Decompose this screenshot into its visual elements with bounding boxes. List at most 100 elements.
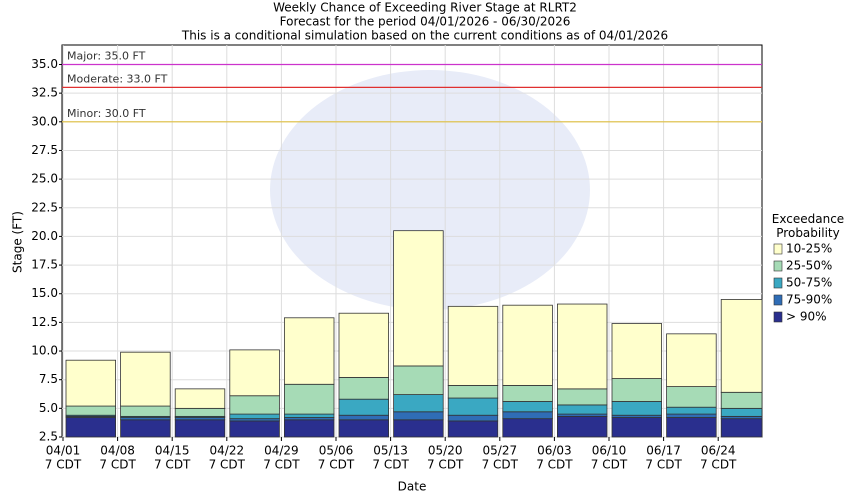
bar-segment (393, 411, 444, 421)
x-tick-sublabel: 7 CDT (318, 458, 355, 472)
bar-segment (393, 230, 444, 367)
bar-segment (666, 386, 717, 408)
bar-segment (229, 413, 280, 420)
x-tick-sublabel: 7 CDT (99, 458, 136, 472)
bar-segment (120, 351, 171, 407)
x-tick-label: 04/01 (46, 444, 81, 458)
bar-segment (393, 419, 444, 438)
chart-subtitle: Forecast for the period 04/01/2026 - 06/… (280, 15, 571, 29)
bar-segment (338, 312, 389, 378)
legend-label: > 90% (786, 310, 827, 324)
x-tick-sublabel: 7 CDT (263, 458, 300, 472)
x-tick-sublabel: 7 CDT (209, 458, 246, 472)
bar-segment (338, 414, 389, 421)
chart-note: This is a conditional simulation based o… (181, 29, 668, 43)
bar-segment (720, 391, 763, 409)
bar-segment (338, 419, 389, 438)
bar-segment (174, 407, 226, 417)
bar-segment (338, 398, 389, 416)
bar-segment (283, 383, 335, 415)
bar-segment (502, 385, 553, 402)
bar-segment (174, 388, 226, 409)
legend-swatch (773, 260, 783, 272)
x-tick-label: 05/13 (373, 444, 408, 458)
bar-segment (447, 385, 499, 399)
y-tick-label: 22.5 (31, 200, 58, 214)
legend-swatch (773, 294, 783, 306)
y-tick-label: 25.0 (31, 172, 58, 186)
bar-segment (65, 405, 116, 416)
bar-segment (393, 394, 444, 413)
bar-segment (611, 401, 662, 416)
bar-segment (447, 420, 499, 438)
bar-segment (393, 365, 444, 395)
x-tick-label: 05/27 (483, 444, 518, 458)
x-tick-sublabel: 7 CDT (645, 458, 682, 472)
legend-swatch (773, 243, 783, 255)
x-tick-sublabel: 7 CDT (591, 458, 628, 472)
legend-label: 25-50% (786, 259, 832, 273)
bar-segment (283, 419, 335, 438)
bar-segment (174, 419, 226, 438)
bar-segment (611, 378, 662, 402)
bar-segment (502, 411, 553, 420)
bar-segment (447, 305, 499, 386)
bar-segment (283, 413, 335, 418)
watermark (270, 70, 590, 310)
x-tick-label: 06/17 (646, 444, 681, 458)
bar-segment (666, 333, 717, 387)
legend-label: 75-90% (786, 293, 832, 307)
reference-label: Minor: 30.0 FT (67, 107, 146, 120)
bar-segment (502, 418, 553, 438)
y-tick-label: 2.5 (39, 430, 58, 444)
legend-label: 10-25% (786, 242, 832, 256)
bar-segment (447, 414, 499, 422)
x-tick-label: 04/29 (264, 444, 299, 458)
bar-segment (229, 395, 280, 415)
x-tick-label: 06/24 (701, 444, 736, 458)
bar-segment (229, 420, 280, 438)
x-tick-label: 04/15 (155, 444, 190, 458)
x-tick-label: 04/22 (210, 444, 245, 458)
legend-swatch (773, 311, 783, 323)
bar-segment (666, 417, 717, 438)
bar-segment (666, 406, 717, 415)
legend-label: 50-75% (786, 276, 832, 290)
x-tick-sublabel: 7 CDT (45, 458, 82, 472)
x-tick-sublabel: 7 CDT (482, 458, 519, 472)
bar-segment (502, 401, 553, 413)
y-axis-label: Stage (FT) (11, 211, 25, 273)
bar-segment (502, 304, 553, 386)
bar-segment (557, 404, 608, 415)
bar-segment (720, 418, 763, 438)
x-tick-label: 05/20 (428, 444, 463, 458)
x-tick-sublabel: 7 CDT (427, 458, 464, 472)
y-tick-label: 5.0 (39, 401, 58, 415)
reference-label: Moderate: 33.0 FT (67, 72, 168, 85)
x-tick-sublabel: 7 CDT (700, 458, 737, 472)
x-tick-label: 05/06 (319, 444, 354, 458)
bar-segment (65, 417, 116, 438)
x-tick-label: 06/10 (592, 444, 627, 458)
bar-segment (65, 359, 116, 407)
bar-segment (611, 417, 662, 438)
y-tick-label: 20.0 (31, 229, 58, 243)
x-tick-label: 06/03 (537, 444, 572, 458)
y-tick-label: 30.0 (31, 114, 58, 128)
bar-segment (229, 349, 280, 397)
legend-swatch (773, 277, 783, 289)
bar-segment (666, 413, 717, 418)
y-tick-label: 17.5 (31, 258, 58, 272)
y-tick-label: 10.0 (31, 344, 58, 358)
bar-segment (557, 303, 608, 390)
bar-segment (120, 405, 171, 417)
y-tick-label: 12.5 (31, 315, 58, 329)
x-tick-sublabel: 7 CDT (154, 458, 191, 472)
bar-segment (283, 317, 335, 385)
chart-title: Weekly Chance of Exceeding River Stage a… (273, 1, 577, 15)
bar-segment (557, 388, 608, 406)
y-tick-label: 7.5 (39, 372, 58, 386)
y-tick-label: 15.0 (31, 286, 58, 300)
bar-segment (720, 299, 763, 393)
